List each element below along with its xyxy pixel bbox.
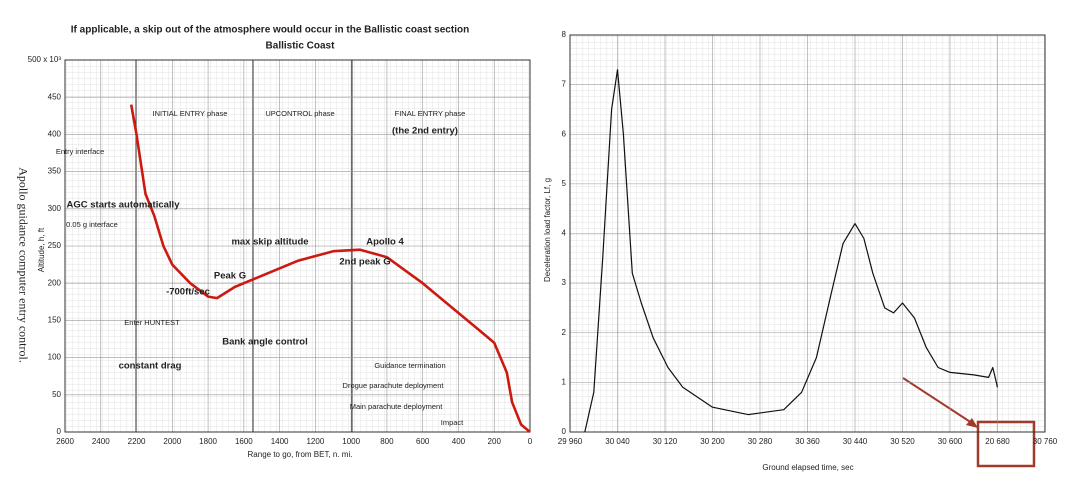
y-tick-label: 4 (562, 229, 567, 238)
annotation: 2nd peak G (339, 257, 390, 268)
x-tick-label: 30 280 (748, 437, 773, 446)
x-tick-label: 600 (416, 437, 430, 446)
y-axis-label: Deceleration load factor, Lf, g (543, 178, 552, 282)
x-axis-label: Range to go, from BET, n. mi. (248, 450, 353, 459)
x-tick-label: 29 960 (558, 437, 583, 446)
annotation: -700ft/sec (166, 287, 210, 298)
x-tick-label: 2600 (56, 437, 74, 446)
x-tick-label: 2200 (128, 437, 146, 446)
annotation: INITIAL ENTRY phase (153, 109, 228, 118)
arrow-head (966, 418, 978, 428)
y-tick-label: 400 (48, 130, 62, 139)
x-tick-label: 1200 (306, 437, 324, 446)
x-tick-label: 30 760 (1033, 437, 1058, 446)
y-tick-label: 5 (562, 179, 567, 188)
y-tick-label: 300 (48, 204, 62, 213)
x-tick-label: 800 (380, 437, 394, 446)
x-tick-label: 1800 (199, 437, 217, 446)
y-tick-label: 0 (562, 427, 567, 436)
y-tick-label: 350 (48, 167, 62, 176)
x-tick-label: 1000 (342, 437, 360, 446)
x-tick-label: 400 (452, 437, 466, 446)
y-tick-label: 2 (562, 328, 567, 337)
annotation: Guidance termination (374, 361, 445, 370)
arrow (902, 377, 976, 426)
annotation: 0.05 g interface (66, 220, 118, 229)
x-tick-label: 30 600 (938, 437, 963, 446)
x-tick-label: 30 520 (890, 437, 915, 446)
plot-frame (569, 34, 1046, 433)
annotation: (the 2nd entry) (392, 126, 458, 137)
x-tick-label: 30 200 (700, 437, 725, 446)
annotation: Impact (441, 418, 464, 427)
annotation: FINAL ENTRY phase (395, 109, 466, 118)
annotation: Entry interface (56, 147, 104, 156)
y-axis-label: Altitude, h, ft (37, 227, 46, 272)
y-tick-label: 7 (562, 80, 567, 89)
annotation: AGC starts automatically (67, 200, 181, 211)
x-tick-label: 30 040 (605, 437, 630, 446)
title: If applicable, a skip out of the atmosph… (71, 25, 469, 36)
annotation: Peak G (214, 271, 246, 282)
x-tick-label: 30 120 (653, 437, 678, 446)
y-tick-label: 500 x 10³ (28, 55, 62, 64)
x-tick-label: 30 440 (843, 437, 868, 446)
annotation: constant drag (119, 361, 182, 372)
annotation: Apollo 4 (366, 237, 404, 248)
x-axis-label: Ground elapsed time, sec (762, 463, 853, 472)
annotation: max skip altitude (231, 237, 308, 248)
y-tick-label: 150 (48, 316, 62, 325)
y-tick-label: 100 (48, 353, 62, 362)
y-tick-label: 0 (57, 427, 62, 436)
y-tick-label: 6 (562, 129, 567, 138)
x-tick-label: 30 360 (795, 437, 820, 446)
y-tick-label: 1 (562, 377, 567, 386)
y-tick-label: 250 (48, 241, 62, 250)
x-tick-label: 2400 (92, 437, 110, 446)
annotation: Bank angle control (222, 337, 308, 348)
y-tick-label: 3 (562, 278, 567, 287)
annotation: Main parachute deployment (350, 402, 443, 411)
x-tick-label: 0 (528, 437, 533, 446)
x-tick-label: 200 (488, 437, 502, 446)
x-tick-label: 1600 (235, 437, 253, 446)
annotation: UPCONTROL phase (265, 109, 334, 118)
x-tick-label: 2000 (163, 437, 181, 446)
y-tick-label: 200 (48, 278, 62, 287)
y-tick-label: 8 (562, 30, 567, 39)
plot-frame (64, 59, 531, 433)
highlight-box (976, 420, 1036, 468)
side-label: Apollo guidance computer entry control. (16, 167, 30, 363)
data-line (129, 104, 531, 433)
annotation: Drogue parachute deployment (343, 381, 445, 390)
subtitle: Ballistic Coast (266, 41, 336, 52)
x-tick-label: 1400 (271, 437, 289, 446)
annotation: Enter HUNTEST (124, 318, 180, 327)
y-tick-label: 450 (48, 92, 62, 101)
y-tick-label: 50 (52, 390, 61, 399)
data-line (584, 69, 999, 433)
x-tick-label: 20 680 (985, 437, 1010, 446)
